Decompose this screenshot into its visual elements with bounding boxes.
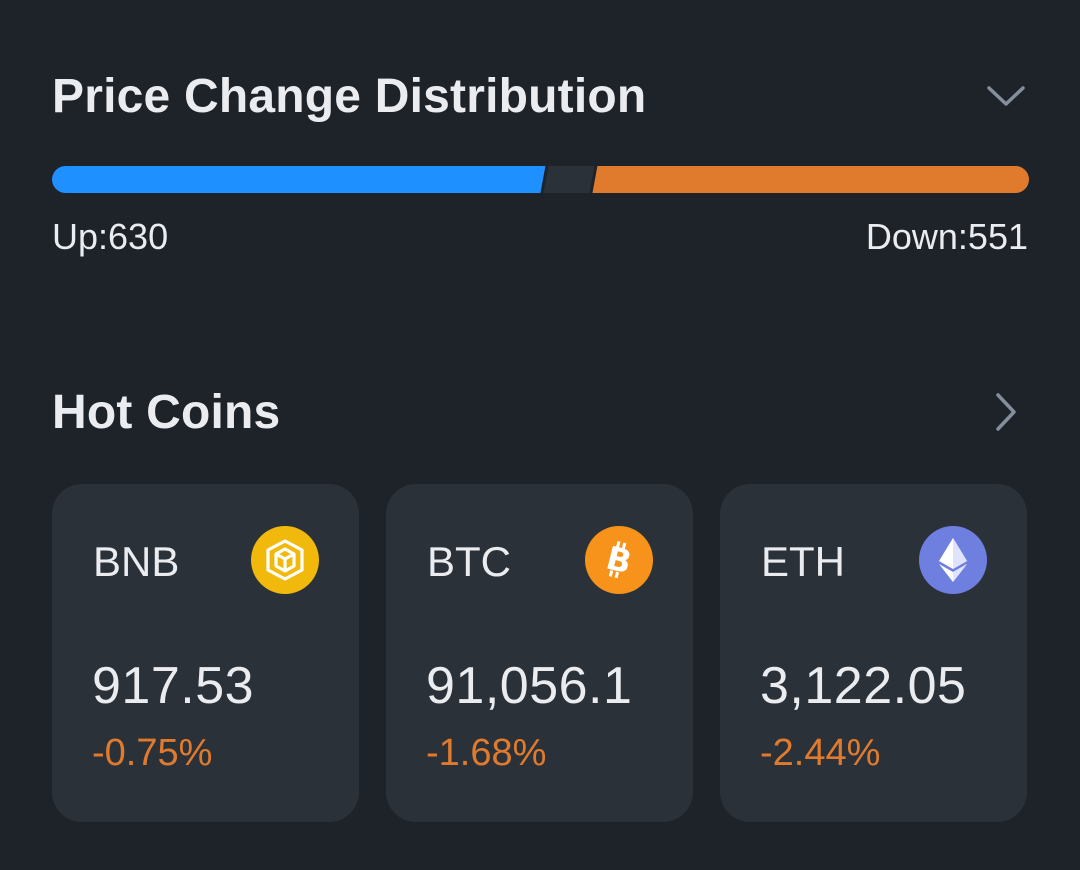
- distribution-gap-segment: [543, 166, 595, 193]
- coin-change: -0.75%: [92, 732, 213, 774]
- bnb-icon: [251, 526, 319, 594]
- chevron-right-icon: [996, 393, 1016, 431]
- distribution-bar: [52, 166, 1029, 193]
- eth-icon: [919, 526, 987, 594]
- hot-coins-more-button[interactable]: [984, 390, 1028, 434]
- coin-price: 3,122.05: [760, 657, 967, 715]
- chevron-down-icon: [987, 86, 1025, 106]
- distribution-labels: Up:630 Down:551: [52, 216, 1028, 258]
- coin-symbol: BTC: [427, 538, 511, 585]
- distribution-down-segment: [592, 166, 1029, 193]
- up-count-label: Up:630: [52, 216, 169, 257]
- coin-card-bnb[interactable]: BNB 917.53 -0.75%: [52, 484, 359, 822]
- hot-coins-title: Hot Coins: [52, 385, 281, 439]
- coin-symbol: BNB: [93, 538, 180, 585]
- coin-price: 91,056.1: [426, 657, 633, 715]
- btc-icon: B: [585, 526, 653, 594]
- distribution-header: Price Change Distribution: [52, 64, 1028, 128]
- down-count-label: Down:551: [865, 216, 1028, 257]
- coin-change: -1.68%: [426, 732, 547, 774]
- coin-symbol: ETH: [761, 538, 845, 585]
- coin-card-eth[interactable]: ETH 3,122.05 -2.44%: [720, 484, 1027, 822]
- distribution-toggle-button[interactable]: [984, 74, 1028, 118]
- distribution-title: Price Change Distribution: [52, 69, 647, 123]
- coin-price: 917.53: [92, 657, 255, 715]
- hot-coins-list: BNB 917.53 -0.75% BTC B: [52, 484, 1029, 822]
- distribution-up-segment: [52, 166, 546, 193]
- coin-change: -2.44%: [760, 732, 881, 774]
- hot-coins-header[interactable]: Hot Coins: [52, 382, 1028, 442]
- coin-card-btc[interactable]: BTC B 91,056.1 -1.68%: [386, 484, 693, 822]
